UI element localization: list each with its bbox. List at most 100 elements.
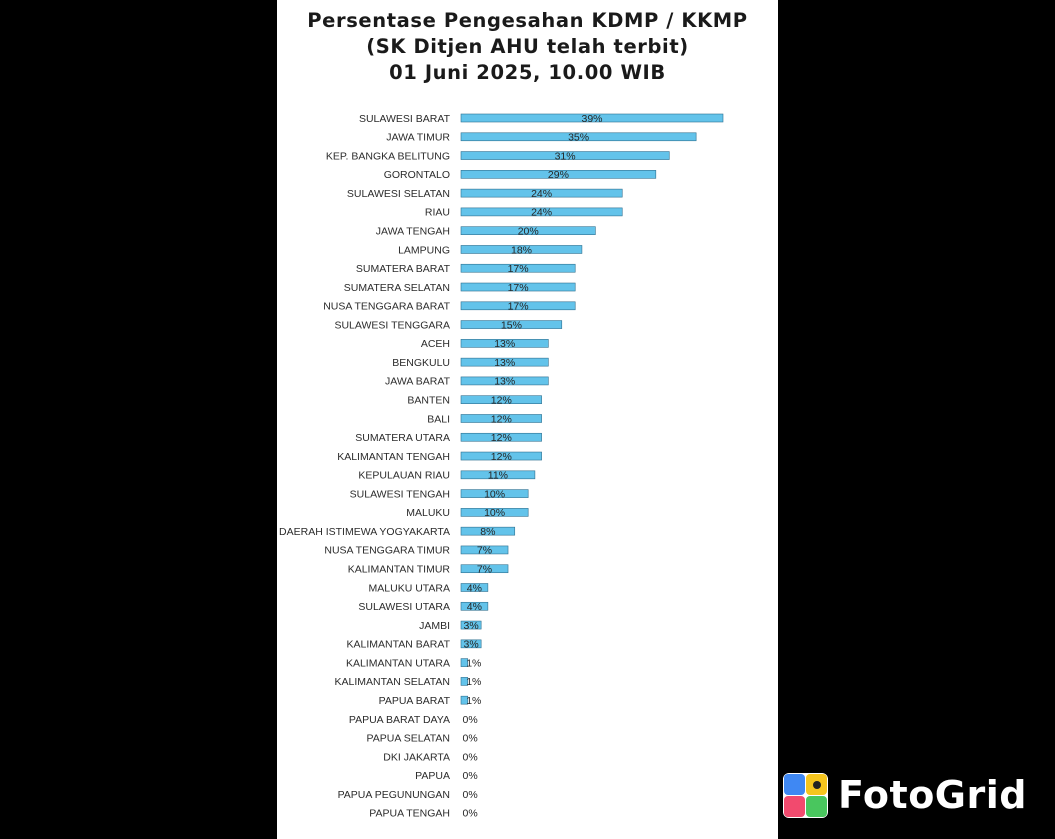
value-label: 1%: [466, 695, 481, 707]
category-label: PAPUA TENGAH: [369, 808, 450, 820]
value-label: 4%: [467, 582, 482, 594]
category-label: KALIMANTAN BARAT: [347, 639, 451, 651]
value-label: 0%: [463, 770, 478, 782]
bar: [460, 620, 482, 630]
chart-title: Persentase Pengesahan KDMP / KKMP (SK Di…: [277, 8, 778, 86]
bar: [460, 432, 542, 442]
bar: [460, 564, 509, 574]
bar: [460, 414, 542, 423]
value-label: 11%: [488, 470, 508, 482]
category-label: KALIMANTAN TIMUR: [348, 564, 451, 576]
category-label: JAWA TENGAH: [376, 225, 450, 237]
bar: [460, 695, 469, 705]
category-label: JAWA TIMUR: [386, 132, 450, 144]
bar: [460, 301, 576, 311]
chart-panel: Persentase Pengesahan KDMP / KKMP (SK Di…: [277, 0, 778, 839]
category-label: RIAU: [425, 207, 450, 219]
category-label: PAPUA BARAT DAYA: [349, 714, 450, 726]
bar: [460, 451, 542, 461]
category-label: SULAWESI SELATAN: [347, 188, 450, 200]
value-label: 13%: [494, 376, 515, 388]
bar-chart: SULAWESI BARAT 39% JAWA TIMUR 35% KEP. BANGK…: [279, 113, 724, 820]
value-label: 0%: [463, 733, 478, 745]
bar: [460, 601, 489, 611]
bar: [460, 188, 623, 198]
value-label: 15%: [501, 319, 522, 331]
value-label: 12%: [491, 451, 512, 463]
bar: [460, 376, 549, 386]
bar: [460, 658, 469, 667]
bar: [460, 207, 623, 217]
category-label: KALIMANTAN SELATAN: [334, 676, 450, 688]
category-label: DKI JAKARTA: [383, 751, 450, 763]
bar: [460, 170, 657, 179]
value-label: 7%: [477, 564, 492, 576]
value-label: 10%: [484, 488, 505, 500]
bar: [460, 339, 549, 348]
value-label: 0%: [463, 751, 478, 763]
category-label: PAPUA PEGUNUNGAN: [338, 789, 450, 801]
bar: [460, 151, 670, 160]
category-label: SULAWESI BARAT: [359, 113, 451, 125]
value-label: 24%: [531, 207, 552, 219]
category-label: BANTEN: [407, 395, 450, 407]
value-label: 4%: [467, 601, 482, 613]
fotogrid-watermark: FotoGrid: [783, 772, 1027, 818]
bar: [460, 545, 509, 555]
category-label: MALUKU: [406, 507, 450, 519]
value-label: 1%: [466, 657, 481, 669]
bar: [460, 677, 469, 686]
value-label: 29%: [548, 169, 569, 181]
value-label: 3%: [464, 639, 479, 651]
value-label: 10%: [484, 507, 505, 519]
category-label: KALIMANTAN TENGAH: [337, 451, 450, 463]
bar: [460, 508, 529, 517]
value-label: 12%: [491, 432, 512, 444]
bar: [460, 132, 697, 142]
value-label: 35%: [568, 132, 589, 144]
value-label: 13%: [494, 338, 515, 350]
bar: [460, 245, 583, 254]
category-label: LAMPUNG: [398, 244, 450, 256]
value-label: 31%: [555, 150, 576, 162]
category-label: KALIMANTAN UTARA: [346, 657, 450, 669]
value-label: 17%: [508, 263, 529, 275]
category-label: NUSA TENGGARA TIMUR: [324, 545, 450, 557]
bar: [460, 489, 529, 498]
value-label: 3%: [464, 620, 479, 632]
value-label: 17%: [508, 282, 529, 294]
value-label: 24%: [531, 188, 552, 200]
bar: [460, 395, 542, 405]
category-label: PAPUA: [415, 770, 450, 782]
category-label: SUMATERA UTARA: [355, 432, 450, 444]
category-label: PAPUA SELATAN: [367, 733, 450, 745]
bar: [460, 320, 563, 329]
chart-title-line-2: (SK Ditjen AHU telah terbit): [366, 35, 689, 58]
value-label: 39%: [581, 113, 602, 125]
category-label: SULAWESI TENGGARA: [334, 319, 450, 331]
bar: [460, 263, 576, 273]
category-label: JAMBI: [419, 620, 450, 632]
value-label: 0%: [463, 714, 478, 726]
value-label: 0%: [463, 808, 478, 820]
value-label: 7%: [477, 545, 492, 557]
bar: [460, 226, 596, 235]
value-label: 12%: [491, 413, 512, 425]
value-label: 12%: [491, 395, 512, 407]
bar: [460, 113, 724, 123]
category-label: JAWA BARAT: [385, 376, 451, 388]
bar: [460, 639, 482, 649]
bar: [460, 357, 549, 367]
category-label: NUSA TENGGARA BARAT: [323, 301, 450, 313]
category-label: BALI: [427, 413, 450, 425]
category-label: MALUKU UTARA: [369, 582, 450, 594]
value-label: 17%: [508, 301, 529, 313]
value-label: 8%: [480, 526, 495, 538]
bar: [460, 583, 489, 592]
category-label: BENGKULU: [392, 357, 450, 369]
category-label: KEPULAUAN RIAU: [358, 470, 450, 482]
category-label: KEP. BANGKA BELITUNG: [326, 150, 450, 162]
category-label: SULAWESI TENGAH: [350, 488, 450, 500]
fotogrid-wordmark: FotoGrid: [838, 773, 1027, 817]
category-label: ACEH: [421, 338, 450, 350]
